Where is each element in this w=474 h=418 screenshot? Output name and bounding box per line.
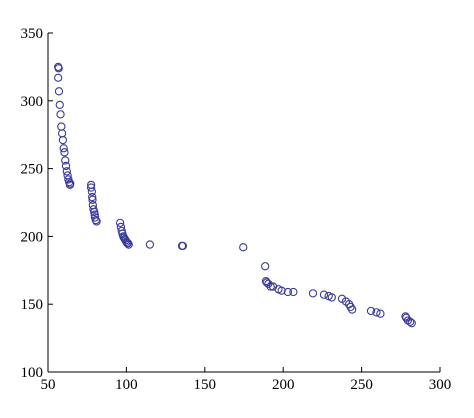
data-point <box>54 64 63 73</box>
data-point <box>264 279 273 289</box>
data-point <box>308 289 318 298</box>
data-point <box>56 110 65 119</box>
data-point <box>91 215 100 225</box>
data-point <box>289 287 298 297</box>
data-point <box>348 305 357 314</box>
data-point <box>60 148 69 157</box>
data-point <box>61 156 70 165</box>
data-point <box>55 100 64 110</box>
data-point <box>372 308 381 317</box>
x-tick-label: 250 <box>350 377 373 393</box>
y-tick-label: 100 <box>21 365 44 381</box>
data-point <box>88 195 97 204</box>
x-tick-label: 300 <box>429 377 452 393</box>
x-tick-label: 150 <box>194 377 217 393</box>
data-point <box>115 218 125 227</box>
data-point <box>61 161 71 171</box>
data-point <box>401 312 410 321</box>
data-point <box>406 317 415 326</box>
data-point <box>283 287 293 297</box>
data-point <box>277 286 286 295</box>
data-point <box>261 262 270 271</box>
data-point <box>62 167 71 176</box>
y-tick-label: 250 <box>21 162 44 178</box>
y-tick-label: 150 <box>21 297 44 313</box>
data-point <box>261 276 271 286</box>
data-point <box>266 282 275 291</box>
data-point <box>327 293 336 302</box>
data-point <box>86 183 96 192</box>
data-point <box>239 243 248 252</box>
data-points <box>54 62 416 328</box>
data-point <box>123 239 133 248</box>
axes <box>47 33 440 373</box>
data-point <box>66 179 75 188</box>
data-point <box>92 217 101 226</box>
data-point <box>58 135 68 145</box>
data-point <box>366 306 376 316</box>
data-point <box>88 192 97 202</box>
data-point <box>178 241 187 251</box>
y-tick-label: 200 <box>21 229 44 245</box>
data-point <box>87 187 97 196</box>
data-point <box>319 290 329 299</box>
data-point <box>54 73 63 82</box>
data-point <box>57 129 67 138</box>
x-tick-label: 100 <box>115 377 138 393</box>
data-point <box>54 87 64 96</box>
data-point <box>57 122 66 131</box>
y-tick-label: 300 <box>21 94 44 110</box>
x-tick-label: 200 <box>272 377 295 393</box>
tick-marks <box>47 32 441 373</box>
data-point <box>407 319 416 328</box>
data-point <box>59 144 68 153</box>
data-point <box>122 237 131 246</box>
data-point <box>376 309 385 318</box>
x-tick-label: 50 <box>41 377 56 393</box>
data-point <box>124 240 133 249</box>
data-point <box>145 240 155 249</box>
y-tick-label: 350 <box>21 26 44 42</box>
